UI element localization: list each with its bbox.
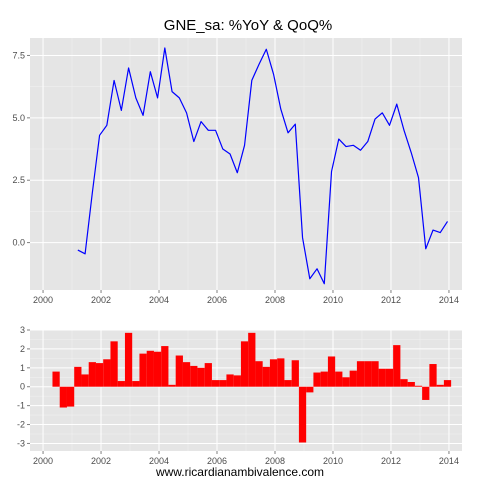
qoq-bar: [146, 350, 154, 387]
qoq-bar: [66, 386, 75, 407]
qoq-bar: [400, 379, 408, 387]
qoq-bar: [385, 368, 394, 387]
yoy-x-axis: 2000 2002 2004 2006 2008 2010 2012 2014: [33, 290, 459, 305]
qoq-bar: [197, 367, 205, 387]
qoq-bar: [320, 371, 328, 387]
y-tick-label: -3: [17, 438, 25, 448]
qoq-bar: [335, 371, 343, 387]
qoq-bar: [226, 374, 234, 387]
qoq-bar: [248, 332, 256, 387]
qoq-bar: [342, 377, 350, 387]
chart-title: GNE_sa: %YoY & QoQ%: [164, 17, 332, 34]
qoq-bar: [429, 364, 437, 387]
x-tick-label: 2008: [265, 456, 285, 466]
qoq-bar: [255, 361, 263, 387]
x-tick-label: 2000: [33, 456, 53, 466]
qoq-bar: [414, 385, 423, 387]
qoq-bar: [190, 365, 198, 387]
qoq-bar: [269, 359, 278, 387]
qoq-bar: [277, 358, 285, 387]
qoq-bar: [74, 366, 82, 387]
y-tick-label: 1: [20, 363, 25, 373]
y-tick-label: 0: [20, 382, 25, 392]
qoq-bar: [117, 381, 125, 387]
qoq-bar: [313, 372, 321, 387]
x-tick-label: 2000: [33, 295, 53, 305]
qoq-bar: [356, 361, 365, 387]
qoq-bar: [204, 363, 212, 387]
qoq-bar: [393, 345, 401, 387]
y-tick-label: 2: [20, 344, 25, 354]
y-tick-label: -2: [17, 420, 25, 430]
x-tick-label: 2012: [381, 295, 401, 305]
qoq-bar: [81, 374, 89, 387]
x-tick-label: 2014: [439, 456, 459, 466]
yoy-line-series: [77, 47, 449, 285]
qoq-bar: [262, 366, 270, 387]
qoq-x-axis: 2000 2002 2004 2006 2008 2010 2012 2014: [33, 451, 459, 466]
qoq-bar: [233, 375, 241, 387]
x-tick-label: 2002: [91, 456, 111, 466]
footer-url: www.ricardianambivalence.com: [155, 465, 324, 479]
yoy-gridlines: [30, 38, 462, 290]
qoq-bar: [371, 361, 379, 387]
x-tick-label: 2004: [149, 295, 169, 305]
x-tick-label: 2002: [91, 295, 111, 305]
x-tick-label: 2010: [323, 295, 343, 305]
qoq-y-axis: -3 -2 -1 0 1 2 3: [17, 325, 30, 448]
qoq-bar: [110, 341, 118, 387]
qoq-bar: [219, 380, 227, 387]
qoq-bar: [291, 360, 299, 387]
y-tick-label: 3: [20, 325, 25, 335]
x-tick-label: 2004: [149, 456, 169, 466]
qoq-bar: [95, 363, 104, 387]
qoq-bar: [211, 380, 220, 387]
qoq-bar: [52, 371, 60, 387]
qoq-bar: [124, 332, 133, 387]
qoq-bar: [443, 380, 452, 387]
qoq-bar: [378, 368, 386, 387]
qoq-bar: [298, 386, 307, 443]
x-tick-label: 2008: [265, 295, 285, 305]
y-tick-label: -1: [17, 401, 25, 411]
x-tick-label: 2012: [381, 456, 401, 466]
x-tick-label: 2006: [207, 295, 227, 305]
qoq-bar: [284, 380, 292, 387]
y-tick-label: 2.5: [12, 175, 25, 185]
qoq-bar: [175, 355, 183, 387]
qoq-bar: [139, 353, 147, 387]
x-tick-label: 2014: [439, 295, 459, 305]
qoq-bar: [240, 341, 249, 387]
qoq-gridlines: [30, 329, 462, 451]
yoy-series-line: [77, 47, 449, 285]
qoq-bar: [168, 384, 176, 387]
qoq-bar: [422, 386, 430, 400]
y-tick-label: 5.0: [12, 113, 25, 123]
qoq-bar: [436, 384, 444, 387]
yoy-line-chart: 0.0 2.5 5.0 7.5 2000 2002 2004 2006 2008 2010 201…: [12, 38, 462, 305]
yoy-y-axis: 0.0 2.5 5.0 7.5: [12, 50, 30, 248]
qoq-bar: [182, 362, 191, 387]
qoq-bar: [103, 359, 111, 387]
qoq-bar: [153, 351, 162, 387]
qoq-bar: [161, 346, 169, 387]
qoq-bar: [407, 381, 415, 387]
x-tick-label: 2010: [323, 456, 343, 466]
qoq-bar: [327, 356, 336, 387]
x-tick-label: 2006: [207, 456, 227, 466]
qoq-bar-series: [52, 332, 452, 443]
qoq-bar: [59, 386, 67, 408]
y-tick-label: 0.0: [12, 238, 25, 248]
qoq-bar: [364, 361, 372, 387]
qoq-bar: [132, 381, 140, 387]
y-tick-label: 7.5: [12, 50, 25, 60]
qoq-bar: [349, 370, 357, 387]
qoq-bar: [88, 362, 96, 387]
qoq-bar: [306, 386, 314, 393]
